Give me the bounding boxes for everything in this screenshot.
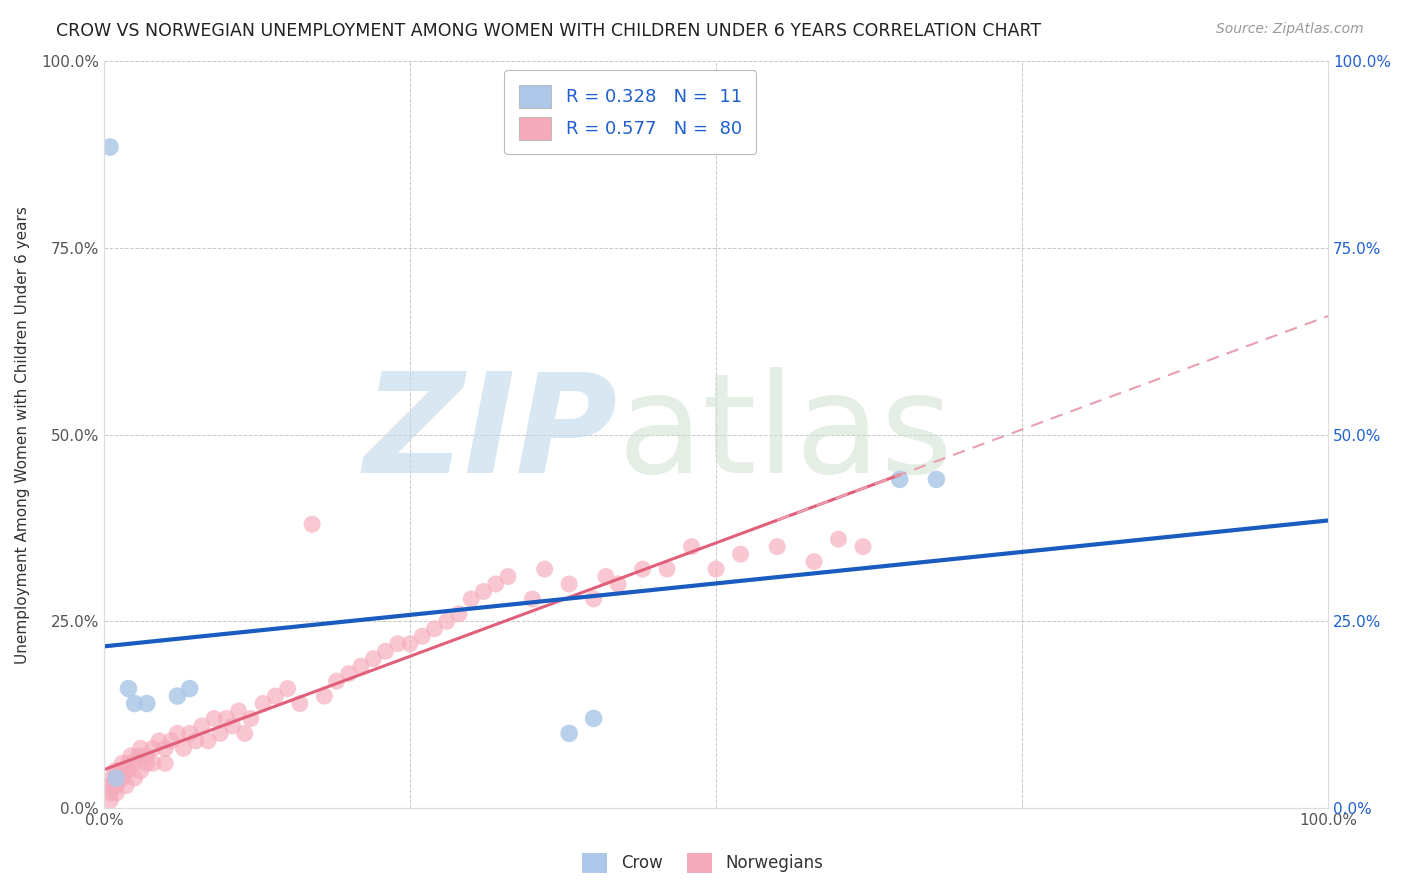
Point [533,562,555,576]
Point [447,607,470,621]
Point [105,786,128,800]
Point [852,540,875,554]
Point [124,756,146,771]
Point [411,629,433,643]
Point [108,771,131,785]
Point [423,622,446,636]
Point [522,591,544,606]
Point [350,659,373,673]
Point [142,741,165,756]
Point [595,569,617,583]
Point [197,734,219,748]
Point [631,562,654,576]
Point [166,726,188,740]
Point [472,584,495,599]
Point [374,644,396,658]
Point [117,756,139,771]
Point [179,681,201,696]
Point [803,555,825,569]
Point [766,540,789,554]
Point [582,711,605,725]
Point [325,674,347,689]
Point [101,771,124,785]
Point [98,794,121,808]
Point [104,764,127,778]
Point [142,756,165,771]
Point [485,577,508,591]
Point [252,697,274,711]
Point [277,681,299,696]
Point [120,748,142,763]
Point [889,472,911,486]
Point [166,689,188,703]
Point [202,711,225,725]
Point [655,562,678,576]
Point [179,726,201,740]
Point [98,786,121,800]
Text: Source: ZipAtlas.com: Source: ZipAtlas.com [1216,22,1364,37]
Legend: Crow, Norwegians: Crow, Norwegians [575,847,831,880]
Point [135,756,157,771]
Point [582,591,605,606]
Point [98,140,121,154]
Point [607,577,630,591]
Point [558,577,581,591]
Point [215,711,238,725]
Point [111,771,134,785]
Point [827,532,849,546]
Point [228,704,250,718]
Point [105,771,128,785]
Point [337,666,360,681]
Point [124,771,146,785]
Point [496,569,519,583]
Point [124,697,146,711]
Y-axis label: Unemployment Among Women with Children Under 6 years: Unemployment Among Women with Children U… [15,206,30,664]
Point [129,741,152,756]
Point [288,697,311,711]
Point [117,681,139,696]
Point [135,697,157,711]
Legend: R = 0.328   N =  11, R = 0.577   N =  80: R = 0.328 N = 11, R = 0.577 N = 80 [505,70,756,154]
Point [460,591,482,606]
Point [399,637,422,651]
Point [103,779,125,793]
Point [153,741,176,756]
Point [239,711,262,725]
Point [558,726,581,740]
Point [191,719,214,733]
Point [105,771,128,785]
Point [107,764,129,778]
Point [387,637,409,651]
Point [730,547,752,561]
Point [115,764,138,778]
Point [314,689,336,703]
Point [704,562,727,576]
Point [135,748,157,763]
Point [301,517,323,532]
Point [111,756,134,771]
Text: ZIP: ZIP [364,368,619,502]
Point [264,689,287,703]
Point [209,726,232,740]
Point [160,734,183,748]
Point [925,472,948,486]
Point [681,540,703,554]
Point [127,748,149,763]
Text: CROW VS NORWEGIAN UNEMPLOYMENT AMONG WOMEN WITH CHILDREN UNDER 6 YEARS CORRELATI: CROW VS NORWEGIAN UNEMPLOYMENT AMONG WOM… [56,22,1042,40]
Point [361,651,384,665]
Point [153,756,176,771]
Point [173,741,195,756]
Point [105,779,128,793]
Point [117,764,139,778]
Point [148,734,170,748]
Text: atlas: atlas [619,368,953,502]
Point [221,719,243,733]
Point [98,779,121,793]
Point [129,764,152,778]
Point [233,726,256,740]
Point [184,734,207,748]
Point [436,615,458,629]
Point [115,779,138,793]
